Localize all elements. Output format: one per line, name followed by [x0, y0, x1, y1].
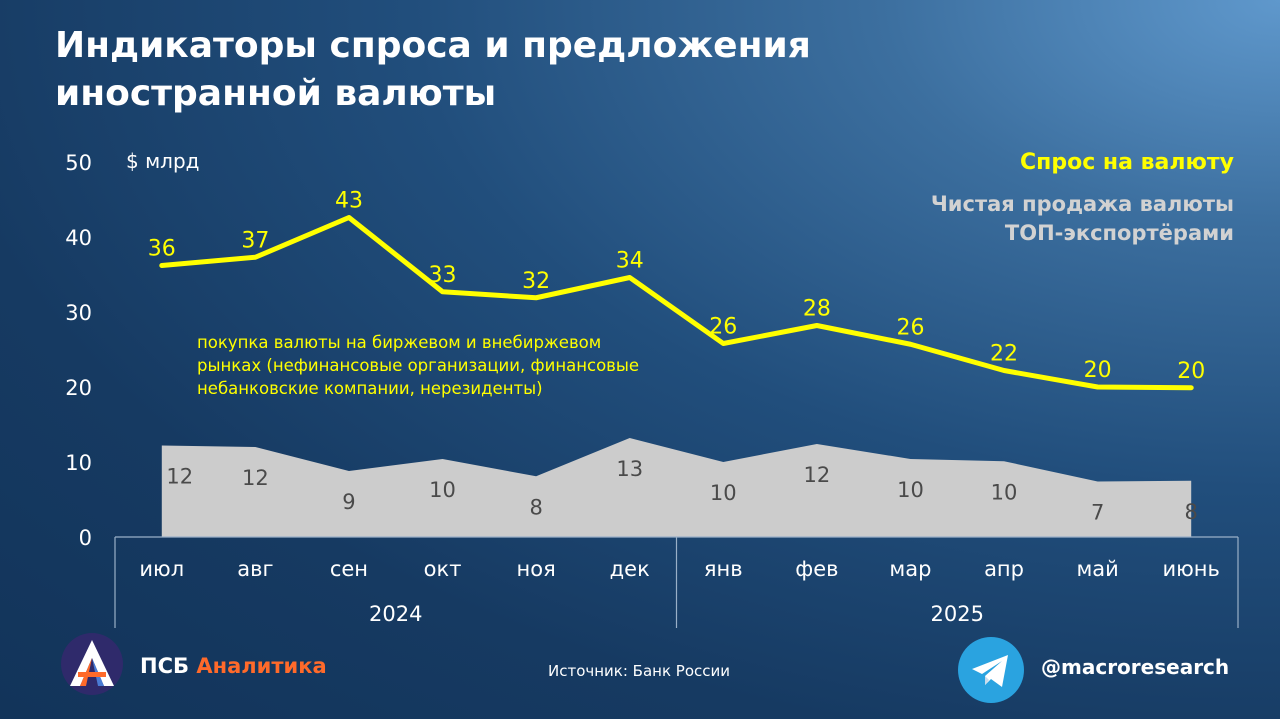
demand-data-label: 33	[429, 263, 457, 288]
exporters-data-label: 10	[429, 478, 456, 502]
demand-data-label: 43	[335, 189, 363, 214]
exporters-data-label: 12	[804, 463, 831, 487]
exporters-area	[161, 438, 1192, 537]
demand-data-label: 22	[990, 342, 1018, 367]
title-line-2: иностранной валюты	[55, 73, 497, 114]
exporters-data-label: 13	[616, 457, 643, 481]
x-tick-label: авг	[237, 557, 273, 581]
x-tick-label: сен	[330, 557, 368, 581]
x-tick-label: ноя	[517, 557, 556, 581]
exporters-data-label: 10	[991, 480, 1018, 504]
x-tick-label: дек	[610, 557, 650, 581]
unit-label: $ млрд	[126, 149, 199, 173]
demand-data-label: 20	[1084, 358, 1112, 383]
demand-data-label: 32	[522, 269, 550, 294]
demand-data-label: 34	[616, 249, 644, 274]
y-tick-label: 40	[65, 226, 92, 250]
demand-data-label: 37	[241, 228, 269, 253]
x-tick-label: янв	[704, 557, 743, 581]
footer-brand: ПСБ Аналитика	[140, 654, 327, 678]
demand-line-group: 36 37 43 33 32 34 26 28 26 22 20 20	[148, 189, 1205, 391]
x-tick-label: июнь	[1162, 557, 1219, 581]
demand-data-label: 26	[709, 315, 737, 340]
x-tick-label: мар	[889, 557, 931, 581]
title-line-1: Индикаторы спроса и предложения	[55, 25, 811, 66]
x-tick-label: май	[1076, 557, 1118, 581]
exporters-data-label: 10	[710, 481, 737, 505]
x-tick-label: июл	[139, 557, 184, 581]
brand-name-psb: ПСБ	[140, 654, 197, 678]
annotation-line-1: покупка валюты на биржевом и внебиржевом	[197, 333, 601, 352]
annotation: покупка валюты на биржевом и внебиржевом…	[197, 333, 639, 398]
exporters-data-label: 12	[242, 466, 269, 490]
x-tick-label: фев	[795, 557, 838, 581]
exporters-area-group: 12 12 9 10 8 13 10 12 10 10 7 8	[161, 438, 1198, 537]
annotation-line-2: рынках (нефинансовые организации, финанс…	[197, 356, 639, 375]
exporters-data-label: 9	[342, 490, 355, 514]
y-axis: 0 10 20 30 40 50	[65, 151, 92, 550]
x-axis: 2024 2025 июл авг сен окт ноя дек янв фев мар апр ма…	[114, 536, 1239, 628]
demand-data-label: 26	[896, 315, 924, 340]
year-label: 2025	[931, 602, 984, 626]
demand-data-label: 20	[1177, 359, 1205, 384]
demand-line	[159, 215, 1194, 391]
y-tick-label: 20	[65, 376, 92, 400]
legend-exporters: Чистая продажа валюты ТОП-экспортёрами	[814, 190, 1234, 248]
psb-logo-icon	[61, 633, 123, 695]
y-tick-label: 10	[65, 451, 92, 475]
exporters-data-label: 8	[1185, 500, 1198, 524]
page-title: Индикаторы спроса и предложения иностран…	[55, 22, 955, 118]
year-label: 2024	[369, 602, 422, 626]
telegram-handle[interactable]: @macroresearch	[1041, 655, 1230, 679]
legend-demand: Спрос на валюту	[1020, 150, 1234, 175]
telegram-icon[interactable]	[958, 637, 1024, 703]
legend-exporters-line-1: Чистая продажа валюты	[930, 192, 1234, 216]
demand-data-label: 28	[803, 297, 831, 322]
y-tick-label: 0	[79, 526, 92, 550]
source-note: Источник: Банк России	[548, 662, 731, 680]
exporters-data-label: 8	[529, 495, 542, 519]
exporters-data-label: 7	[1091, 501, 1104, 525]
brand-name-analytics: Аналитика	[196, 654, 327, 678]
exporters-data-label: 12	[166, 465, 193, 489]
legend-exporters-line-2: ТОП-экспортёрами	[1004, 221, 1234, 245]
y-tick-label: 30	[65, 301, 92, 325]
exporters-data-label: 10	[897, 478, 924, 502]
x-tick-label: апр	[984, 557, 1024, 581]
x-tick-label: окт	[424, 557, 462, 581]
y-tick-label: 50	[65, 151, 92, 175]
annotation-line-3: небанковские компании, нерезиденты)	[197, 379, 543, 398]
demand-data-label: 36	[148, 237, 176, 262]
